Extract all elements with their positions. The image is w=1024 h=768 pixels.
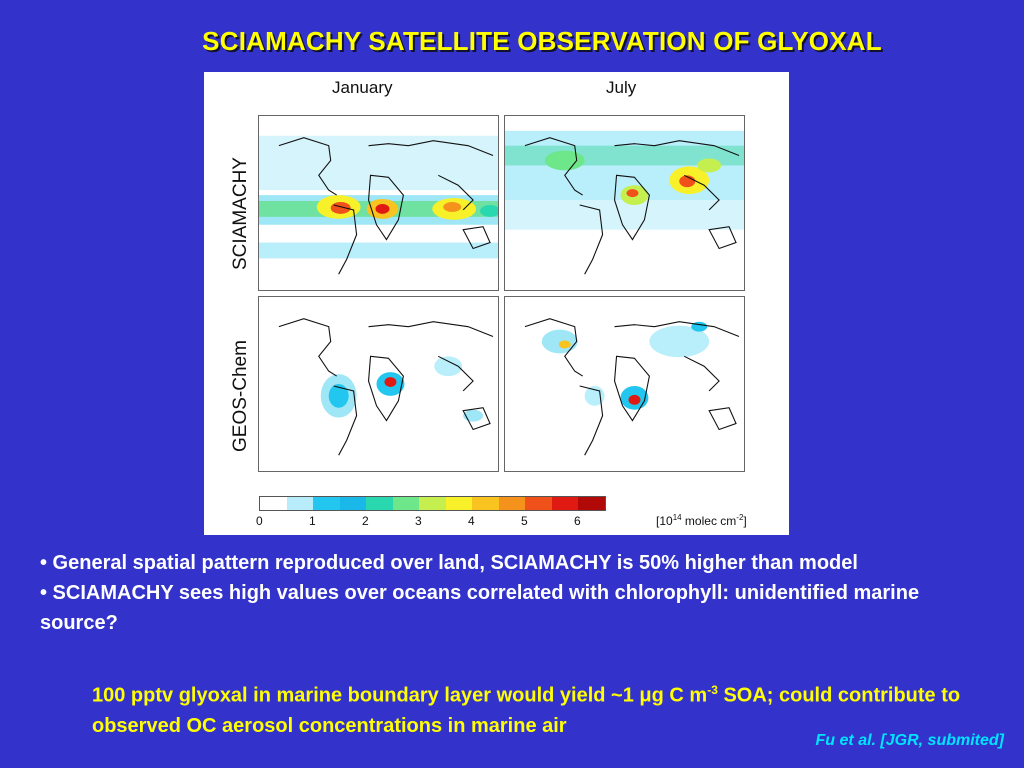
bullet-2: • SCIAMACHY sees high values over oceans… [40, 582, 920, 634]
colorbar-tick-label: 2 [362, 514, 369, 528]
glyoxal-map-figure: January July SCIAMACHY GEOS-Chem [204, 72, 789, 535]
bullet-list: • General spatial pattern reproduced ove… [40, 548, 1000, 638]
colorbar-cell [525, 497, 552, 510]
colorbar-cell [551, 497, 578, 510]
colorbar-tick-label: 6 [574, 514, 581, 528]
colorbar-cell [498, 497, 525, 510]
colorbar-tick-label: 1 [309, 514, 316, 528]
colorbar-cell [392, 497, 419, 510]
slide-title: SCIAMACHY SATELLITE OBSERVATION OF GLYOX… [202, 26, 882, 56]
colorbar-cell [472, 497, 499, 510]
colorbar-tick-label: 3 [415, 514, 422, 528]
colorbar-tick-label: 5 [521, 514, 528, 528]
citation: Fu et al. [JGR, submited] [815, 732, 1004, 749]
colorbar-cell [260, 497, 287, 510]
colorbar-cell [366, 497, 393, 510]
map-geos-chem-july [504, 296, 745, 472]
row-label-geos-chem: GEOS-Chem [230, 340, 251, 452]
colorbar-cell [339, 497, 366, 510]
bullet-1: • General spatial pattern reproduced ove… [40, 552, 858, 574]
colorbar-tick-label: 0 [256, 514, 263, 528]
colorbar-unit-label: [1014 molec cm-2] [656, 513, 747, 528]
map-sciamachy-january [258, 115, 499, 291]
marine-soa-note: 100 pptv glyoxal in marine boundary laye… [92, 683, 961, 737]
colorbar-cell [445, 497, 472, 510]
map-sciamachy-july [504, 115, 745, 291]
colorbar-cell [286, 497, 313, 510]
colorbar-cell [313, 497, 340, 510]
colorbar [259, 496, 606, 511]
column-label-january: January [332, 78, 393, 97]
row-label-sciamachy: SCIAMACHY [230, 157, 251, 270]
map-geos-chem-january [258, 296, 499, 472]
colorbar-cell [578, 497, 605, 510]
colorbar-cell [419, 497, 446, 510]
colorbar-tick-label: 4 [468, 514, 475, 528]
column-label-july: July [606, 78, 637, 97]
